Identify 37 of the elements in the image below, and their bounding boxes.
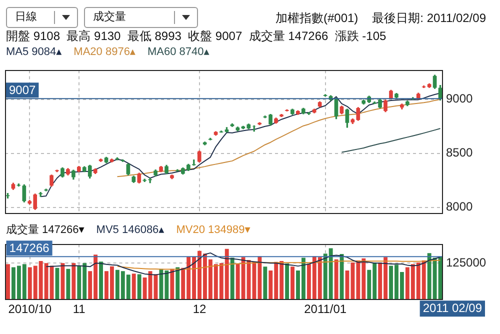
ref-line-label: 9007 (9, 82, 36, 97)
x-tick-label: 12 (192, 302, 207, 316)
bar (60, 263, 65, 300)
bar (6, 264, 10, 300)
bar (230, 258, 234, 300)
x-tick-label: 2010/10 (8, 302, 52, 316)
series-label: 成交量 147266▾ (6, 224, 84, 236)
bar (263, 266, 268, 300)
ref-line-label: 147266 (9, 240, 50, 255)
text: MV5 146086▴ (96, 224, 164, 236)
text: 最後日期: 2011/02/09 (372, 11, 486, 25)
x-tick-label: 11 (72, 302, 86, 316)
bar (137, 274, 142, 300)
bar (66, 268, 70, 300)
bar (99, 262, 103, 300)
chart-subtitle: 開盤 9108 最高 9130 最低 8993 收盤 9007 成交量 147266 漲跌 -105 (6, 28, 386, 45)
y-tick-label: 125000 (446, 255, 486, 270)
text: 2011 02/09 (422, 300, 482, 315)
bar (285, 264, 290, 300)
dropdown[interactable]: 日線 (6, 7, 78, 28)
bar (176, 267, 180, 300)
chart-title: 加權指數(#001) (275, 11, 358, 25)
text: MA60 8740▴ (147, 46, 210, 58)
y-tick-label: 8000 (446, 200, 474, 214)
y-tick-label: 9000 (446, 92, 474, 106)
candlestick (44, 188, 48, 192)
text: MV20 134989▾ (176, 224, 250, 236)
bar (72, 263, 76, 300)
dropdown[interactable]: 成交量 (84, 7, 198, 28)
bar (132, 274, 136, 300)
bar (334, 259, 338, 300)
bar (170, 268, 174, 300)
text: MA20 8976▴ (74, 46, 136, 58)
bar (290, 266, 294, 300)
x-tick-label: 2011/01 (304, 302, 347, 316)
text: MA5 9084▴ (6, 46, 62, 58)
y-tick-label: 8500 (446, 146, 474, 160)
